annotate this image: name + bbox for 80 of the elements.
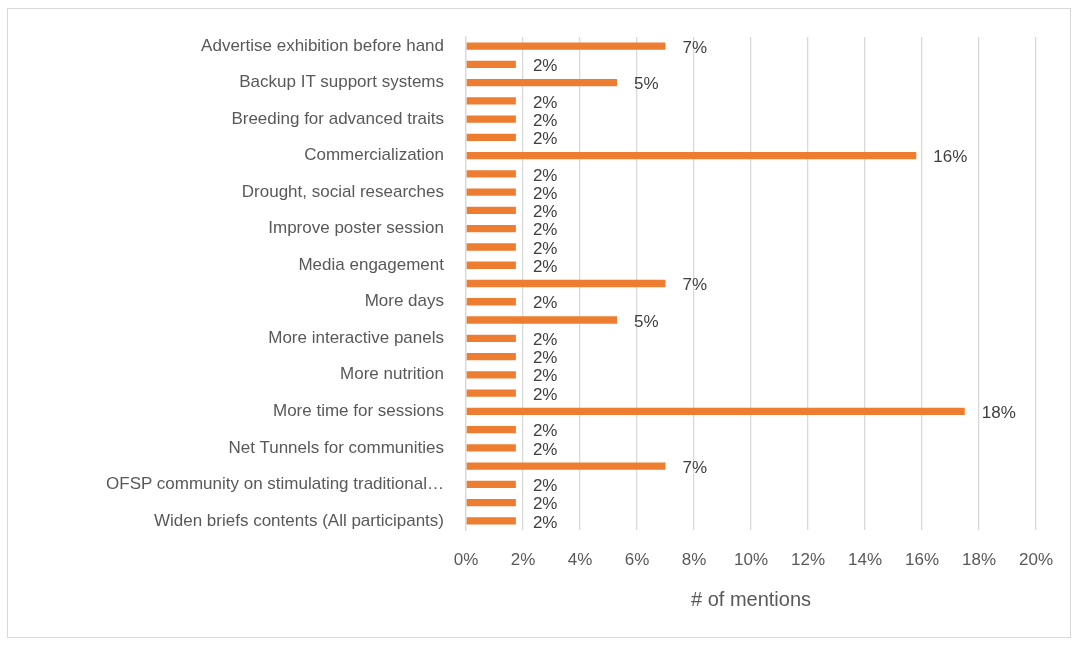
x-tick-label: 2% bbox=[510, 549, 536, 569]
x-tick-label: 12% bbox=[790, 549, 826, 569]
bar bbox=[466, 389, 516, 397]
data-label: 2% bbox=[532, 329, 558, 349]
y-tick-label: Net Tunnels for communities bbox=[228, 437, 444, 457]
data-label: 2% bbox=[532, 476, 558, 496]
y-tick-label: More time for sessions bbox=[273, 401, 444, 420]
bar bbox=[466, 444, 516, 452]
y-tick-label: Widen briefs contents (All participants) bbox=[153, 510, 444, 530]
y-tick-label: OFSP community on stimulating traditional… bbox=[106, 474, 444, 494]
data-label: 2% bbox=[532, 92, 558, 112]
bar bbox=[466, 462, 666, 470]
bar bbox=[466, 261, 516, 269]
data-label: 2% bbox=[532, 183, 558, 203]
bar bbox=[466, 79, 618, 87]
data-label: 2% bbox=[532, 439, 558, 459]
x-tick-label: 6% bbox=[624, 549, 650, 569]
x-tick-label: 8% bbox=[681, 549, 707, 569]
y-tick-label: More days bbox=[364, 291, 444, 311]
data-label: 5% bbox=[634, 311, 659, 331]
data-label: 18% bbox=[981, 403, 1016, 422]
bar bbox=[466, 188, 516, 196]
bar bbox=[466, 42, 666, 50]
bar bbox=[466, 298, 516, 306]
data-label: 2% bbox=[532, 421, 558, 441]
x-tick-label: 14% bbox=[847, 549, 883, 569]
bar bbox=[466, 425, 516, 434]
bar bbox=[466, 206, 516, 215]
x-tick-label: 16% bbox=[904, 549, 940, 569]
x-tick-label: 18% bbox=[961, 549, 997, 569]
bar bbox=[466, 133, 516, 142]
bar bbox=[466, 152, 917, 160]
data-label: 2% bbox=[532, 110, 558, 130]
data-label: 2% bbox=[532, 494, 558, 514]
bar bbox=[466, 225, 516, 233]
bar bbox=[466, 352, 516, 361]
x-axis-title: # of mentions bbox=[690, 587, 812, 610]
bar bbox=[466, 60, 516, 69]
data-label: 2% bbox=[532, 220, 558, 240]
y-tick-label: More interactive panels bbox=[268, 327, 444, 347]
data-label: 2% bbox=[532, 293, 558, 313]
bar bbox=[466, 498, 516, 507]
bar bbox=[466, 480, 516, 488]
data-label: 2% bbox=[532, 202, 558, 222]
bar bbox=[466, 243, 516, 251]
data-label: 7% bbox=[682, 37, 708, 57]
y-tick-label: Commercialization bbox=[304, 145, 444, 165]
data-label: 5% bbox=[634, 74, 659, 94]
data-label: 2% bbox=[532, 56, 558, 76]
data-label: 16% bbox=[933, 147, 968, 167]
bar bbox=[466, 517, 516, 525]
x-tick-label: 0% bbox=[453, 549, 479, 569]
y-tick-label: Advertise exhibition before hand bbox=[201, 35, 444, 55]
data-label: 2% bbox=[532, 129, 558, 149]
bar bbox=[466, 334, 516, 342]
bar bbox=[466, 279, 666, 288]
bar bbox=[466, 170, 516, 178]
bar bbox=[466, 371, 516, 379]
data-label: 2% bbox=[532, 238, 558, 258]
bar bbox=[466, 97, 516, 105]
data-label: 2% bbox=[532, 366, 558, 386]
y-tick-label: Breeding for advanced traits bbox=[231, 108, 444, 128]
data-label: 2% bbox=[532, 256, 558, 276]
data-label: 2% bbox=[532, 165, 558, 185]
y-tick-label: Drought, social researches bbox=[241, 181, 444, 201]
bar bbox=[466, 316, 618, 324]
data-label: 7% bbox=[682, 457, 708, 477]
y-tick-label: Backup IT support systems bbox=[239, 72, 444, 92]
bar bbox=[466, 407, 965, 415]
data-label: 7% bbox=[682, 275, 708, 295]
data-label: 2% bbox=[532, 348, 558, 368]
x-tick-label: 10% bbox=[733, 549, 769, 569]
x-tick-label: 4% bbox=[567, 549, 593, 569]
y-tick-label: More nutrition bbox=[340, 364, 444, 384]
bar bbox=[466, 115, 516, 123]
y-tick-label: Improve poster session bbox=[268, 218, 444, 238]
data-label: 2% bbox=[532, 384, 558, 404]
data-label: 2% bbox=[532, 512, 558, 532]
x-tick-label: 20% bbox=[1018, 549, 1054, 569]
y-tick-label: Media engagement bbox=[298, 254, 445, 274]
